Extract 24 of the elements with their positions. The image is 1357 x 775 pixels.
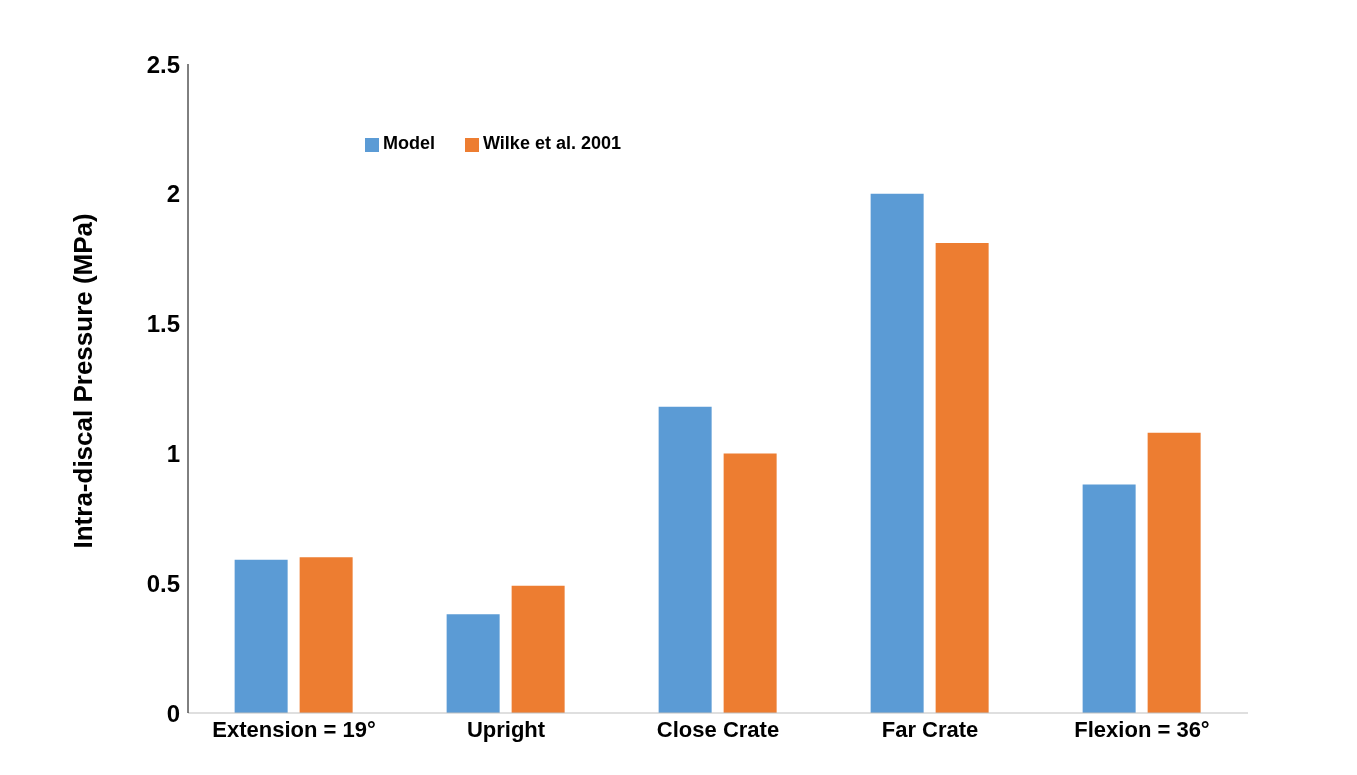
x-tick-label: Far Crate [881, 716, 979, 742]
y-tick-label: 2.5 [146, 50, 180, 78]
y-tick-label: 0 [166, 699, 180, 727]
x-tick-label: Flexion = 36° [1074, 716, 1210, 742]
x-tick-label: Upright [466, 716, 546, 742]
bar [511, 585, 565, 713]
y-tick-label: 1.5 [146, 310, 180, 338]
bar [299, 557, 353, 713]
bar [935, 243, 989, 713]
bar [446, 614, 500, 713]
legend-label: Model [383, 133, 436, 153]
bar [1082, 484, 1136, 713]
bar [723, 453, 777, 713]
x-tick-label: Extension = 19° [212, 716, 376, 742]
bar [870, 193, 924, 713]
bar [234, 559, 288, 713]
y-tick-label: 0.5 [146, 569, 180, 597]
y-tick-label: 1 [166, 439, 180, 467]
x-tick-label: Close Crate [656, 716, 780, 742]
legend-label: Wilke et al. 2001 [483, 133, 621, 153]
y-tick-label: 2 [166, 180, 180, 208]
bar [658, 406, 712, 713]
y-axis-title: Intra-discal Pressure (MPa) [68, 213, 99, 549]
bar [1147, 432, 1201, 713]
